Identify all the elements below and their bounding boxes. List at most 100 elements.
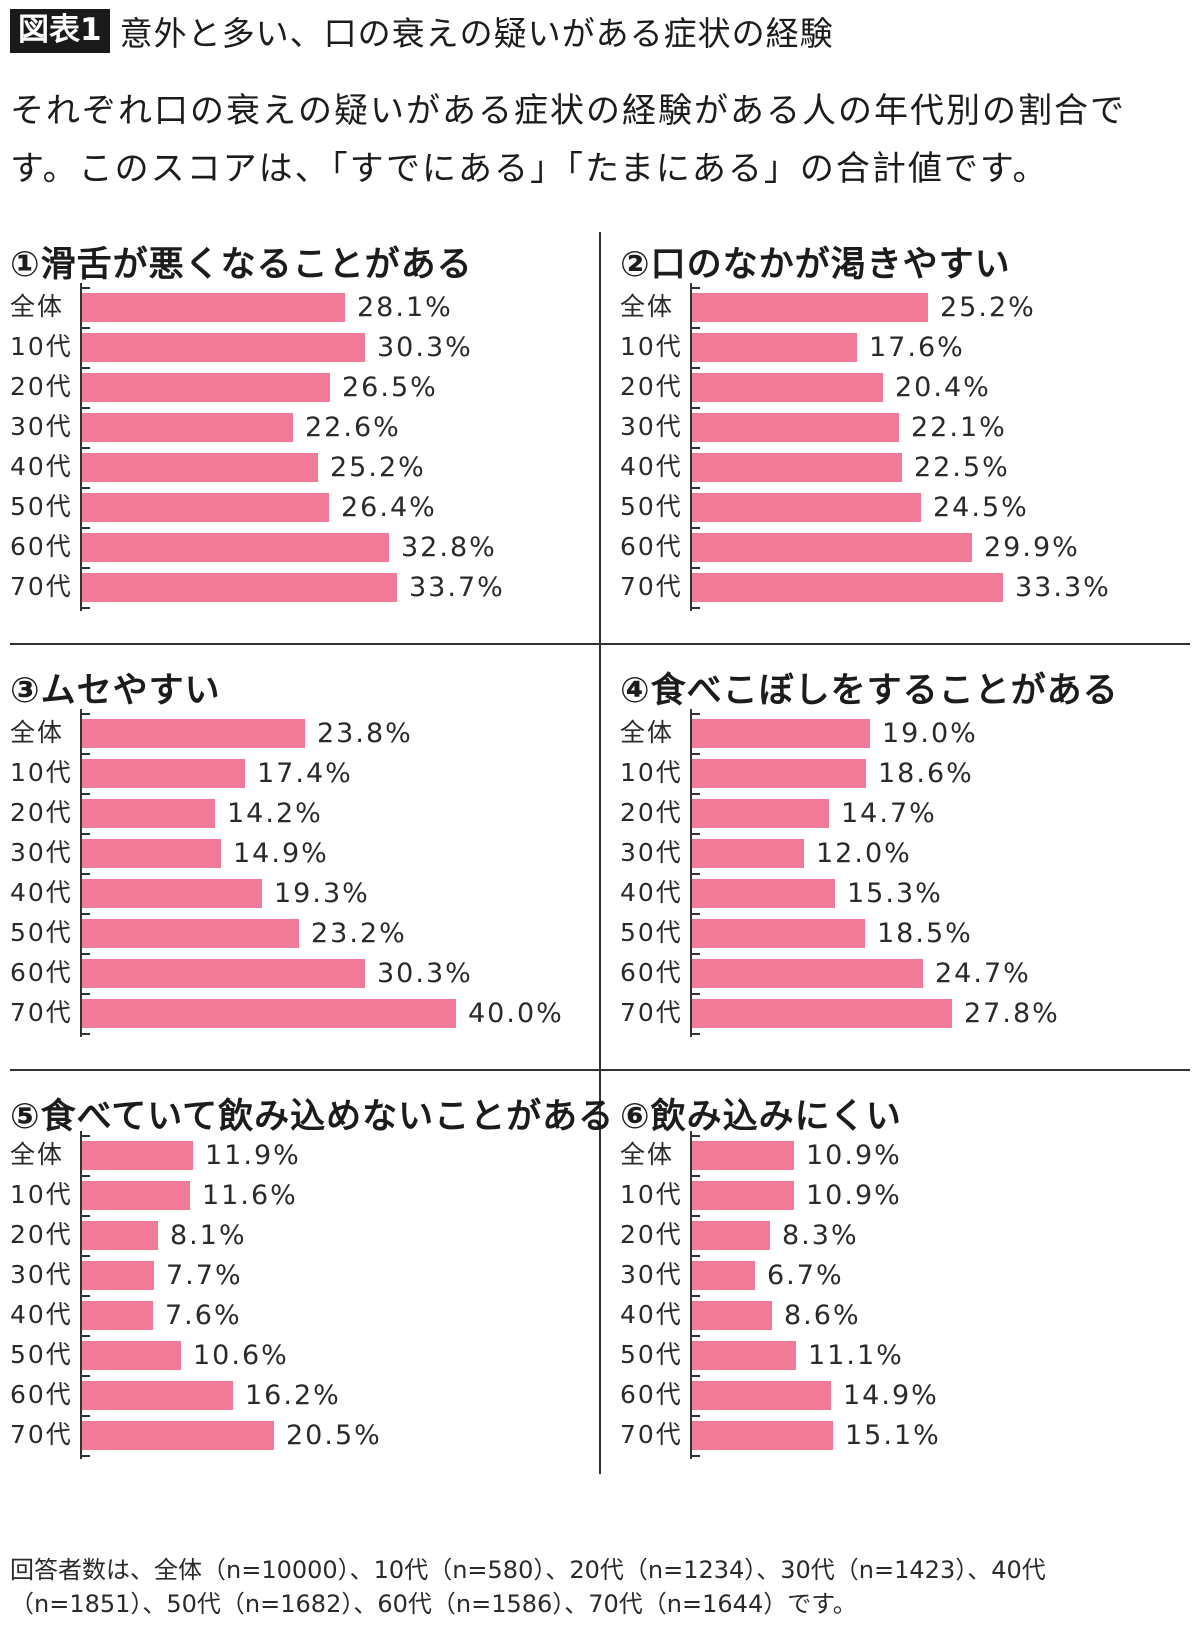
data-label: 25.2%	[330, 452, 426, 483]
chart-panel: ④食べこぼしをすることがある 全体 19.0% 10代 18.6% 20代 14.7% 30代…	[620, 662, 1200, 1102]
bar	[82, 293, 345, 322]
category-label: 全体	[620, 1140, 675, 1169]
data-label: 22.6%	[305, 412, 401, 443]
data-label: 8.1%	[170, 1220, 247, 1251]
axis-tick	[690, 1335, 700, 1337]
axis-tick	[690, 407, 700, 409]
axis-tick	[80, 953, 90, 955]
bar	[692, 1341, 796, 1370]
bar	[692, 839, 804, 868]
category-label: 70代	[10, 1420, 73, 1449]
axis-tick	[690, 1255, 700, 1257]
bar	[692, 759, 866, 788]
axis-tick	[690, 567, 700, 569]
data-label: 20.4%	[895, 372, 991, 403]
axis-tick	[80, 1415, 90, 1417]
bar	[692, 373, 883, 402]
bar	[692, 533, 972, 562]
category-label: 10代	[620, 332, 683, 361]
bar	[692, 1221, 770, 1250]
chart-panel: ③ムセやすい 全体 23.8% 10代 17.4% 20代 14.2% 30代 14.9% 40代…	[10, 662, 590, 1102]
bar	[82, 1301, 153, 1330]
figure-badge: 図表1	[10, 9, 110, 53]
data-label: 7.7%	[166, 1260, 243, 1291]
category-label: 全体	[620, 718, 675, 747]
axis-tick	[80, 367, 90, 369]
axis-tick	[80, 1295, 90, 1297]
data-label: 16.2%	[245, 1380, 341, 1411]
axis-tick	[80, 327, 90, 329]
axis-tick	[80, 567, 90, 569]
data-label: 40.0%	[468, 998, 564, 1029]
category-label: 20代	[10, 1220, 73, 1249]
category-label: 30代	[620, 838, 683, 867]
category-label: 40代	[620, 878, 683, 907]
data-label: 8.3%	[782, 1220, 859, 1251]
bar	[82, 1221, 158, 1250]
figure-title: 意外と多い、口の衰えの疑いがある症状の経験	[119, 14, 834, 53]
axis-tick	[80, 1375, 90, 1377]
axis-tick	[690, 607, 700, 609]
data-label: 22.5%	[914, 452, 1010, 483]
bar	[692, 1261, 755, 1290]
bar	[82, 573, 397, 602]
category-label: 60代	[10, 1380, 73, 1409]
category-label: 全体	[10, 718, 65, 747]
category-label: 30代	[10, 412, 73, 441]
bar	[692, 879, 835, 908]
data-label: 24.5%	[933, 492, 1029, 523]
bar	[692, 1181, 794, 1210]
axis-tick	[690, 367, 700, 369]
axis-tick	[80, 287, 90, 289]
axis-tick	[690, 873, 700, 875]
bar	[82, 759, 245, 788]
bar	[692, 573, 1003, 602]
axis-tick	[80, 527, 90, 529]
data-label: 24.7%	[935, 958, 1031, 989]
data-label: 7.6%	[165, 1300, 242, 1331]
data-label: 26.5%	[342, 372, 438, 403]
data-label: 10.6%	[193, 1340, 289, 1371]
category-label: 50代	[10, 492, 73, 521]
category-label: 10代	[620, 758, 683, 787]
axis-tick	[690, 1215, 700, 1217]
category-label: 50代	[10, 1340, 73, 1369]
data-label: 14.2%	[227, 798, 323, 829]
bar	[82, 1141, 193, 1170]
category-label: 30代	[620, 1260, 683, 1289]
category-label: 70代	[620, 1420, 683, 1449]
data-label: 8.6%	[784, 1300, 861, 1331]
bar	[82, 1261, 154, 1290]
category-label: 全体	[10, 292, 65, 321]
bar	[692, 293, 928, 322]
category-label: 50代	[620, 492, 683, 521]
axis-tick	[80, 1033, 90, 1035]
category-label: 50代	[620, 918, 683, 947]
data-label: 14.7%	[841, 798, 937, 829]
category-label: 20代	[620, 798, 683, 827]
bar	[82, 1421, 274, 1450]
bar	[82, 493, 329, 522]
figure-description: それぞれ口の衰えの疑いがある症状の経験がある人の年代別の割合です。このスコアは、…	[10, 91, 1126, 189]
data-label: 19.3%	[274, 878, 370, 909]
category-label: 60代	[10, 958, 73, 987]
data-label: 23.8%	[317, 718, 413, 749]
data-label: 29.9%	[984, 532, 1080, 563]
bar	[82, 373, 330, 402]
data-label: 14.9%	[843, 1380, 939, 1411]
footnote: 回答者数は、全体（n=10000）、10代（n=580）、20代（n=1234）…	[10, 1556, 1046, 1618]
axis-tick	[690, 1415, 700, 1417]
data-label: 26.4%	[341, 492, 437, 523]
axis-tick	[80, 913, 90, 915]
category-label: 全体	[620, 292, 675, 321]
bar	[82, 533, 389, 562]
category-label: 10代	[10, 1180, 73, 1209]
category-label: 60代	[620, 1380, 683, 1409]
data-label: 15.3%	[847, 878, 943, 909]
axis-tick	[690, 993, 700, 995]
bar	[692, 719, 870, 748]
bar	[692, 1381, 831, 1410]
category-label: 10代	[620, 1180, 683, 1209]
bar	[692, 799, 829, 828]
data-label: 18.6%	[878, 758, 974, 789]
